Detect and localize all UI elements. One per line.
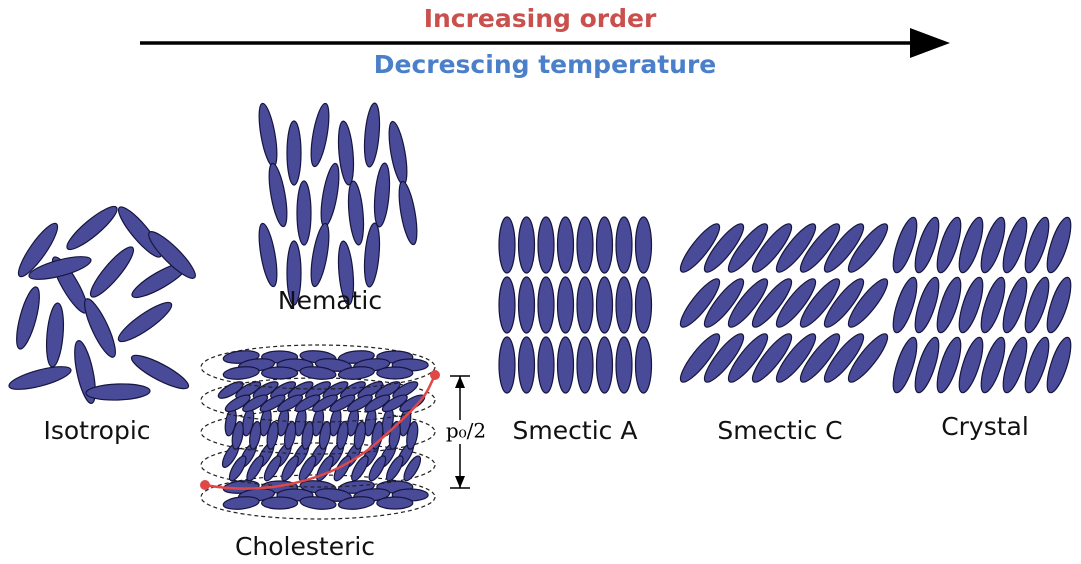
molecule [538, 277, 554, 333]
phase-label: Smectic C [717, 416, 842, 445]
molecule [44, 302, 66, 367]
molecule [297, 181, 311, 245]
molecule [262, 367, 298, 379]
helix-end [200, 480, 210, 490]
molecule [597, 217, 613, 273]
molecule [558, 277, 574, 333]
molecule [538, 337, 554, 393]
molecule [499, 217, 515, 273]
molecule [538, 217, 554, 273]
phase-label: Nematic [278, 286, 382, 315]
phase-label: Cholesteric [235, 532, 375, 561]
temperature-label: Decrescing temperature [374, 50, 717, 79]
molecule [616, 217, 632, 273]
phase-label: Smectic A [513, 416, 638, 445]
molecule [558, 337, 574, 393]
molecule [519, 217, 535, 273]
molecule [597, 337, 613, 393]
order-label: Increasing order [424, 4, 657, 33]
molecule [12, 285, 44, 351]
molecule [577, 277, 593, 333]
molecule [577, 337, 593, 393]
molecule [114, 297, 176, 347]
molecule [597, 277, 613, 333]
pitch-label: p₀/2 [446, 419, 486, 443]
molecule [372, 163, 392, 228]
phase-label: Isotropic [43, 416, 150, 445]
molecule [499, 277, 515, 333]
molecule [308, 222, 333, 287]
helix-end [430, 370, 440, 380]
molecule [318, 162, 343, 227]
molecule [636, 217, 652, 273]
molecule [499, 337, 515, 393]
cholesteric-stack [201, 345, 435, 519]
arrow-head [910, 28, 950, 58]
molecule [85, 242, 138, 301]
molecule [636, 337, 652, 393]
molecule [362, 103, 382, 168]
molecule [616, 277, 632, 333]
molecule [377, 497, 413, 509]
molecule [7, 362, 73, 394]
molecule [636, 277, 652, 333]
molecule [362, 223, 382, 288]
molecule [396, 180, 421, 245]
molecule [223, 495, 260, 511]
molecule [308, 102, 333, 167]
diagram: Increasing order Decrescing temperature … [0, 0, 1081, 564]
molecule [287, 121, 301, 185]
phase-label: Crystal [941, 412, 1029, 441]
molecule [256, 102, 281, 167]
molecule [616, 337, 632, 393]
molecule [577, 217, 593, 273]
molecule [519, 277, 535, 333]
molecules [7, 102, 1076, 519]
molecule [262, 497, 298, 509]
molecule [266, 162, 291, 227]
molecule [519, 337, 535, 393]
molecule [223, 365, 260, 381]
molecule [256, 222, 281, 287]
molecule [62, 201, 121, 254]
molecule [558, 217, 574, 273]
molecule [346, 181, 366, 246]
molecule [377, 367, 413, 379]
